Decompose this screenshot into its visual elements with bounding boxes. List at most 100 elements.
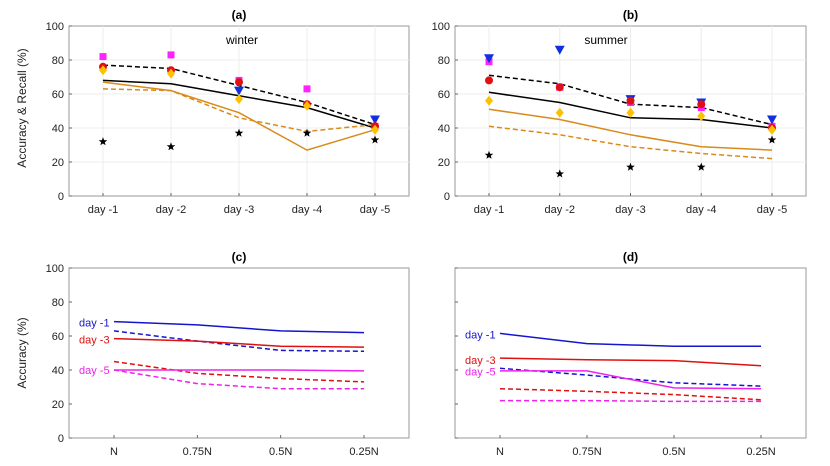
marker-yellow-diamond-point (626, 107, 635, 118)
series-label: day -3 (79, 334, 110, 346)
x-tick-label: day -1 (474, 204, 505, 216)
chart-title: (c) (232, 250, 247, 264)
y-tick-label: 20 (438, 157, 450, 169)
y-tick-label: 0 (58, 191, 64, 203)
season-annotation: winter (225, 33, 258, 47)
series-label: day -1 (465, 329, 496, 341)
marker-black-star-point (484, 150, 494, 159)
marker-red-circle-point (626, 96, 635, 105)
marker-black-star-point (697, 162, 706, 171)
chart-title: (b) (623, 8, 638, 22)
marker-black-star-point (166, 142, 176, 151)
y-tick-label: 60 (438, 89, 450, 101)
x-tick-label: 0.25N (349, 446, 378, 458)
marker-black-star-point (370, 135, 380, 144)
x-tick-label: day -4 (686, 204, 717, 216)
marker-red-circle-point (485, 76, 493, 85)
chart-panel-a: 0 20 40 60 80 100 day -1 day -2 day -3 day -4 day … (46, 8, 410, 216)
marker-black-star-point (555, 169, 564, 178)
series-day-3-solid (499, 357, 762, 367)
y-tick-label: 60 (52, 331, 64, 343)
chart-title: (a) (232, 8, 247, 22)
series-line-orange-solid (102, 81, 376, 151)
season-annotation: summer (584, 33, 627, 47)
series-line-orange-dashed (102, 88, 376, 133)
marker-yellow-diamond-point (235, 94, 243, 105)
series-day-3-solid (113, 337, 365, 348)
series-day-1-solid (113, 320, 365, 334)
x-tick-label: 0.75N (183, 446, 212, 458)
x-tick-label: 0.75N (572, 446, 601, 458)
series-label: day -5 (79, 365, 110, 377)
y-tick-label: 40 (52, 123, 64, 135)
x-tick-label: day -2 (156, 204, 187, 216)
y-tick-label: 0 (444, 191, 450, 203)
series-label: day -3 (465, 355, 496, 367)
marker-red-circle-point (235, 78, 243, 87)
marker-red-circle-point (555, 83, 564, 92)
plot-frame (68, 267, 410, 439)
marker-blue-triangle-point (554, 45, 565, 55)
marker-yellow-diamond-point (99, 65, 107, 76)
marker-black-star-point (302, 128, 312, 137)
x-tick-label: 0.5N (662, 446, 685, 458)
marker-black-star-point (234, 128, 244, 137)
marker-magenta-square-point (167, 51, 175, 59)
y-tick-label: 80 (52, 55, 64, 67)
y-tick-label: 80 (438, 55, 450, 67)
marker-black-star-point (626, 162, 635, 171)
marker-yellow-diamond-point (697, 111, 706, 122)
chart-panel-b: 0 20 40 60 80 100 day -1 day -2 day -3 day -4 day … (432, 8, 807, 216)
marker-yellow-diamond-point (167, 68, 175, 79)
y-tick-label: 100 (46, 21, 64, 33)
y-tick-label: 100 (432, 21, 450, 33)
chart-title: (d) (623, 250, 638, 264)
y-tick-label: 40 (52, 365, 64, 377)
series-line-black-solid (488, 91, 773, 129)
x-tick-label: 0.25N (746, 446, 775, 458)
marker-red-circle-point (697, 100, 706, 109)
y-tick-label: 20 (52, 399, 64, 411)
marker-blue-triangle-point (767, 115, 777, 125)
series-day-5-dashed (113, 369, 364, 390)
marker-blue-triangle-point (484, 54, 494, 64)
y-tick-label: 100 (46, 263, 64, 275)
series-day-1-dashed (113, 330, 365, 353)
series-day-5-solid (500, 370, 762, 390)
marker-black-star-point (98, 137, 108, 146)
x-tick-label: 0.5N (269, 446, 292, 458)
series-day-5-dashed (500, 399, 761, 403)
marker-blue-triangle-point (234, 86, 244, 96)
x-tick-label: day -3 (615, 204, 646, 216)
series-line-orange-solid (488, 108, 773, 151)
x-tick-label: day -5 (757, 204, 788, 216)
marker-yellow-diamond-point (555, 107, 564, 118)
chart-panel-c: 0 20 40 60 80 100 N 0.75N 0.5N 0.25N (c) day -1 day … (46, 250, 410, 458)
series-day-5-solid (114, 369, 365, 372)
series-label: day -5 (465, 367, 496, 379)
x-tick-label: day -1 (88, 204, 119, 216)
x-tick-label: day -3 (224, 204, 255, 216)
marker-yellow-diamond-point (303, 100, 311, 111)
marker-blue-triangle-point (370, 115, 380, 125)
series-day-3-dashed (499, 387, 762, 401)
x-tick-label: day -2 (544, 204, 575, 216)
plot-frame (454, 267, 807, 439)
series-day-3-dashed (113, 360, 365, 383)
top-y-axis-label: Accuracy & Recall (%) (15, 48, 29, 167)
y-tick-label: 20 (52, 157, 64, 169)
x-tick-label: day -4 (292, 204, 323, 216)
marker-yellow-diamond-point (485, 95, 493, 106)
bottom-y-axis-label: Accuracy (%) (15, 317, 29, 388)
series-label: day -1 (79, 317, 110, 329)
series-day-1-solid (499, 332, 761, 347)
marker-magenta-square-point (99, 53, 107, 61)
marker-yellow-diamond-point (768, 124, 776, 135)
x-tick-label: day -5 (360, 204, 391, 216)
x-tick-label: N (496, 446, 504, 458)
x-tick-label: N (110, 446, 118, 458)
marker-yellow-diamond-point (371, 124, 379, 135)
y-tick-label: 40 (438, 123, 450, 135)
